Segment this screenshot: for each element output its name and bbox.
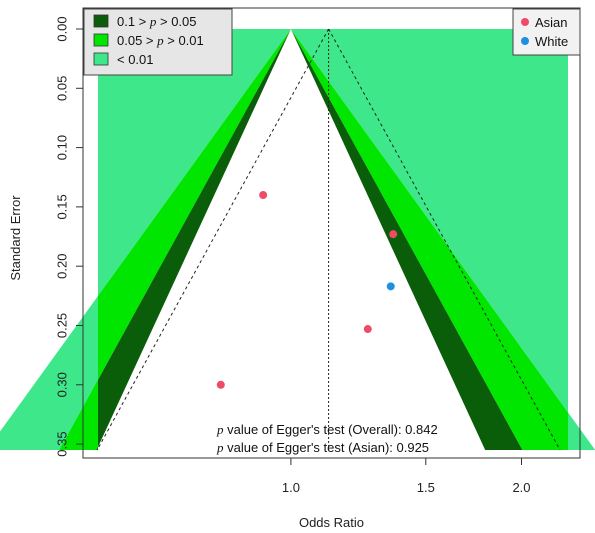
y-tick-label: 0.20 [54, 254, 69, 279]
y-tick-label: 0.25 [54, 313, 69, 338]
contour-legend-label: 0.05 > p > 0.01 [117, 33, 204, 48]
point-asian [363, 325, 372, 334]
y-tick-label: 0.05 [54, 76, 69, 101]
y-tick-label: 0.15 [54, 194, 69, 219]
point-asian [216, 380, 225, 389]
egger-annotation: p value of Egger's test (Overall): 0.842 [216, 422, 438, 437]
pooled-ci-right-line [328, 28, 561, 451]
y-axis-title: Standard Error [8, 195, 23, 281]
contour-legend-swatch [93, 33, 109, 47]
egger-annotations: p value of Egger's test (Overall): 0.842… [216, 422, 438, 455]
x-tick-label: 1.0 [282, 480, 300, 495]
contour-legend-swatch [93, 52, 109, 66]
contour-band-right [290, 29, 523, 450]
contour-band-right [290, 29, 568, 450]
point-asian [389, 230, 398, 239]
point-asian [259, 191, 268, 200]
y-tick-label: 0.10 [54, 135, 69, 160]
contour-legend-label: < 0.01 [117, 52, 154, 67]
y-tick-label: 0.30 [54, 372, 69, 397]
contour-legend-box [83, 8, 233, 76]
series-legend-label: Asian [535, 15, 568, 30]
series-legend-marker [521, 37, 529, 45]
series-legend: Asian White [512, 8, 581, 56]
series-legend-marker [521, 18, 529, 26]
contour-band-right [290, 29, 595, 450]
point-white [386, 282, 395, 291]
egger-annotation: p value of Egger's test (Asian): 0.925 [216, 440, 429, 455]
pooled-ci-left-line [96, 28, 330, 451]
y-axis: 0.00 0.05 0.10 0.15 0.20 0.25 0.30 0.35 [54, 16, 83, 457]
contour-legend: 0.1 > p > 0.05 0.05 > p > 0.01 < 0.01 [83, 8, 233, 76]
contour-band-left [96, 29, 291, 450]
series-legend-label: White [535, 34, 568, 49]
series-legend-box [512, 8, 581, 56]
y-tick-label: 0.35 [54, 431, 69, 456]
contour-legend-label: 0.1 > p > 0.05 [117, 14, 197, 29]
x-tick-label: 2.0 [512, 480, 530, 495]
x-axis: 1.0 1.5 2.0 [282, 457, 531, 495]
contour-band-left [0, 29, 291, 450]
x-axis-title: Odds Ratio [299, 515, 364, 530]
y-tick-label: 0.00 [54, 16, 69, 41]
reference-lines [96, 28, 561, 451]
x-tick-label: 1.5 [417, 480, 435, 495]
significance-contours [0, 29, 595, 450]
data-points [216, 191, 398, 389]
contour-legend-swatch [93, 14, 109, 28]
